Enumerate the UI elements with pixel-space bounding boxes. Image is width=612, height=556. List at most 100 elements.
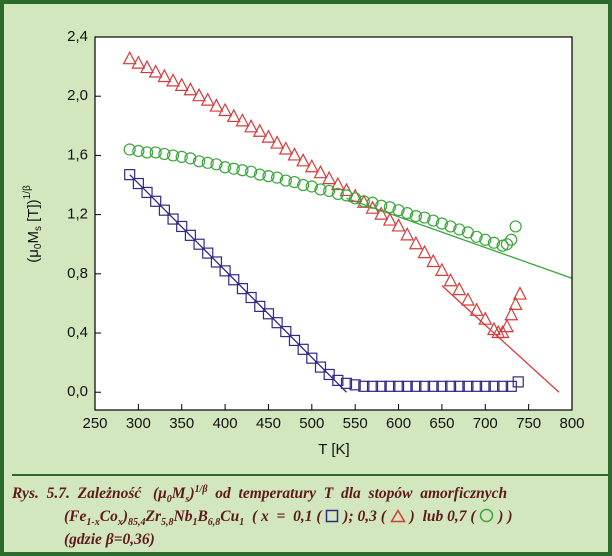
circle-marker — [314, 183, 327, 196]
y-label-sub: 0 — [33, 243, 44, 249]
square-marker — [512, 376, 524, 388]
square-marker — [471, 380, 483, 392]
square-marker — [436, 380, 448, 392]
x-tick-label: 700 — [473, 415, 498, 432]
triangle-marker — [508, 296, 523, 311]
circle-marker — [435, 217, 449, 230]
plot-area — [95, 37, 572, 410]
circle-marker — [227, 162, 240, 175]
square-marker — [418, 380, 431, 392]
square-marker — [158, 204, 170, 216]
square-marker — [167, 213, 179, 225]
square-marker — [245, 291, 257, 304]
triangle-marker — [140, 59, 155, 74]
triangle-marker — [322, 170, 337, 185]
caption-text: Co — [99, 508, 118, 525]
square-marker — [202, 247, 214, 259]
triangle-marker — [183, 81, 198, 96]
triangle-marker — [417, 244, 432, 259]
triangle-marker — [278, 141, 293, 155]
caption-text: ) lub 0,7 ( — [405, 508, 480, 525]
circle-marker — [305, 180, 318, 193]
circle-marker — [453, 223, 466, 236]
y-tick-label: 0,8 — [67, 265, 88, 282]
square-marker — [453, 380, 465, 392]
circle-marker — [245, 165, 258, 178]
square-marker — [297, 343, 309, 355]
circle-marker — [210, 158, 223, 171]
x-tick-label: 750 — [516, 415, 541, 432]
triangle-marker — [157, 68, 172, 83]
circle-marker — [349, 192, 362, 205]
y-label-sub: s — [33, 226, 44, 231]
circle-marker — [444, 220, 457, 233]
square-marker — [332, 374, 344, 386]
caption-sub: 5,8 — [161, 517, 174, 529]
square-marker — [358, 380, 370, 392]
triangle-marker — [391, 218, 406, 232]
x-tick-label: 400 — [213, 415, 238, 432]
caption-text: ); 0,3 ( — [339, 508, 390, 525]
fit-line — [441, 285, 560, 393]
x-tick-label: 450 — [256, 415, 281, 432]
y-tick-label: 1,6 — [67, 146, 88, 163]
square-marker — [384, 380, 396, 392]
caption-sub: x — [117, 517, 123, 529]
square-marker — [254, 300, 266, 312]
circle-marker — [409, 209, 422, 223]
x-axis-label: T [K] — [318, 441, 349, 458]
square-marker — [392, 380, 405, 392]
triangle-marker — [122, 50, 137, 65]
square-marker — [193, 238, 205, 250]
caption-line: Rys. 5.7. Zależność (μ0Ms)1/β od tempera… — [12, 482, 608, 505]
caption-sub: 0 — [166, 494, 172, 506]
square-marker — [132, 177, 144, 190]
x-tick-label: 600 — [386, 415, 411, 432]
triangle-marker — [244, 118, 259, 133]
triangle-marker — [339, 182, 354, 197]
x-tick-label: 500 — [299, 415, 324, 432]
caption-sub: s — [185, 494, 190, 506]
square-marker — [288, 334, 301, 347]
caption-sub: 6,8 — [207, 517, 221, 529]
x-tick-label: 800 — [559, 415, 584, 432]
triangle-marker — [218, 102, 233, 117]
square-marker — [236, 283, 249, 295]
square-marker — [306, 352, 318, 364]
square-marker — [444, 380, 457, 392]
square-marker — [141, 186, 153, 199]
triangle-marker — [313, 164, 328, 179]
caption-text: od temperatury T dla stopów amorficznych — [207, 485, 508, 502]
triangle-marker — [426, 253, 441, 268]
triangle-marker — [512, 286, 527, 300]
triangle-marker — [252, 123, 267, 137]
square-marker — [184, 229, 196, 241]
x-tick-label: 550 — [343, 415, 368, 432]
square-marker — [150, 195, 162, 207]
square-marker — [228, 274, 240, 286]
y-axis-label: (μ0Ms [T])1/β — [22, 185, 44, 263]
triangle-symbol — [389, 509, 406, 523]
circle-marker — [192, 155, 206, 168]
square-marker — [366, 380, 379, 392]
y-tick-label: 2,0 — [67, 87, 88, 104]
y-tick-label: 1,2 — [67, 206, 88, 223]
triangle-marker — [408, 235, 423, 250]
square-marker — [427, 380, 439, 392]
triangle-marker — [499, 318, 514, 333]
circle-marker — [392, 204, 405, 217]
square-marker — [176, 220, 188, 233]
triangle-marker — [478, 311, 493, 325]
circle-marker — [470, 230, 483, 243]
caption-sub: 1 — [192, 517, 198, 529]
triangle-marker — [235, 113, 250, 127]
circle-marker — [505, 233, 518, 246]
caption-text: ) ) — [494, 508, 513, 525]
square-marker — [262, 308, 275, 320]
caption-text: (gdzie β=0,36) — [64, 531, 155, 548]
circle-marker — [253, 168, 266, 181]
triangle-marker — [400, 227, 415, 241]
square-marker — [349, 379, 361, 391]
triangle-marker — [374, 206, 389, 220]
chart: T [K] (μ0Ms [T])1/β 250 300 350 400 450 500 55… — [22, 28, 585, 458]
